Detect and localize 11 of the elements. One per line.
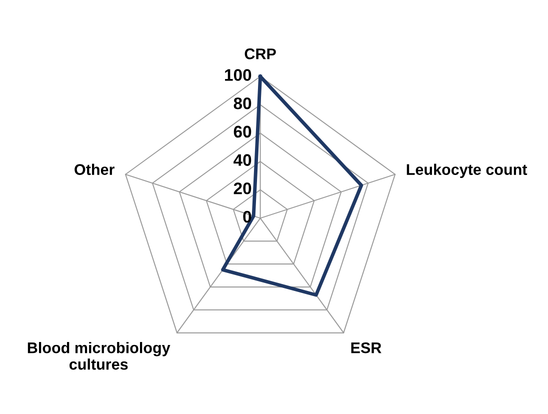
spoke-label: ESR xyxy=(351,342,382,354)
y-tick-label: 0 xyxy=(243,210,252,223)
spoke-label: Blood microbiology cultures xyxy=(28,342,170,370)
y-tick-label: 80 xyxy=(234,97,252,110)
spoke-label: Other xyxy=(74,164,114,175)
y-tick-label: 60 xyxy=(234,126,252,138)
y-tick-label: 40 xyxy=(234,154,252,166)
spoke-label: CRP xyxy=(244,48,276,60)
y-tick-label: 20 xyxy=(234,182,252,194)
spoke-label: Leukocyte count xyxy=(406,164,528,178)
y-tick-label: 100 xyxy=(225,69,252,81)
